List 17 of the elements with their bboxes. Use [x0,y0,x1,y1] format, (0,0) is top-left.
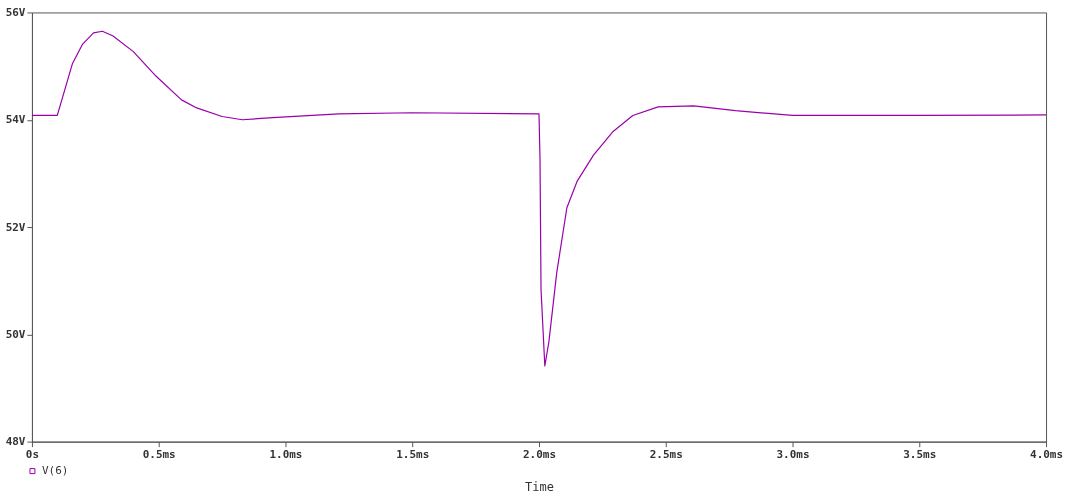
x-tick-label: 2.5ms [649,448,683,462]
y-tick-label: 52V [5,220,26,234]
y-tick-label: 54V [5,113,26,127]
x-tick-label: 3.5ms [903,448,937,462]
x-tick-label: 1.0ms [269,448,303,462]
x-tick-label: 1.5ms [396,448,430,462]
y-tick-label: 56V [5,5,26,19]
line-series [31,30,1047,367]
legend-label: V(6) [41,464,69,478]
x-tick-label: 4.0ms [1030,448,1064,462]
x-tick-label: 0s [25,448,40,462]
x-tick-label: 2.0ms [522,448,557,462]
y-tick-label: 50V [5,327,26,341]
y-tick-label: 48V [5,435,26,449]
x-tick-label: 0.5ms [142,448,176,462]
x-tick-label: 3.0ms [776,448,810,462]
x-axis-title: Time [525,480,554,495]
